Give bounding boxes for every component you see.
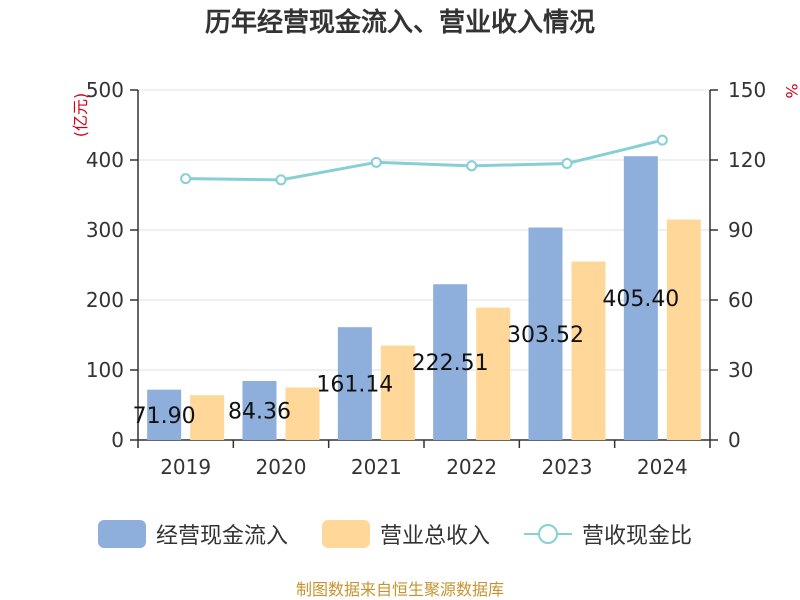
data-label-cash-inflow: 71.90 <box>133 404 196 429</box>
x-tick-label: 2022 <box>446 455 497 479</box>
point-ratio <box>180 173 192 185</box>
x-tick-label: 2020 <box>256 455 307 479</box>
y-axis-right-unit: % <box>782 83 800 98</box>
chart-legend: 经营现金流入 营业总收入 营收现金比 <box>0 514 800 554</box>
y-tick-label-left: 100 <box>86 358 124 382</box>
bar-revenue <box>571 261 606 440</box>
bar-revenue <box>380 345 415 440</box>
point-ratio <box>370 156 382 168</box>
legend-swatch-revenue <box>322 520 370 548</box>
legend-swatch-ratio <box>524 520 572 548</box>
y-tick-label-right: 30 <box>728 358 753 382</box>
data-label-cash-inflow: 161.14 <box>316 373 393 398</box>
x-tick-label: 2023 <box>542 455 593 479</box>
y-tick-label-left: 200 <box>86 288 124 312</box>
data-label-cash-inflow: 303.52 <box>507 323 584 348</box>
y-tick-label-right: 90 <box>728 218 753 242</box>
bar-cash-inflow <box>242 380 277 440</box>
y-tick-label-right: 150 <box>728 78 766 102</box>
bar-cash-inflow <box>433 284 468 440</box>
data-source-note: 制图数据来自恒生聚源数据库 <box>295 580 504 599</box>
data-label-cash-inflow: 222.51 <box>412 351 489 376</box>
legend-label-cash-inflow: 经营现金流入 <box>156 524 289 549</box>
bar-revenue <box>190 395 225 440</box>
chart-plot: 0 0 100 30 200 60 300 90 400 120 500 150 (亿元)% 2019 20… <box>71 78 800 479</box>
y-tick-label-left: 400 <box>86 148 124 172</box>
y-tick-label-right: 120 <box>728 148 766 172</box>
legend-swatch-cash-inflow <box>98 520 146 548</box>
point-ratio <box>656 134 668 146</box>
y-tick-label-left: 500 <box>86 78 124 102</box>
chart-title: 历年经营现金流入、营业收入情况 <box>204 8 595 38</box>
y-tick-label-right: 0 <box>728 428 741 452</box>
data-label-cash-inflow: 405.40 <box>602 287 679 312</box>
bar-revenue <box>666 219 701 440</box>
x-tick-label: 2021 <box>351 455 402 479</box>
line-ratio <box>185 138 663 182</box>
bar-cash-inflow <box>528 227 563 440</box>
bar-revenue <box>285 387 320 440</box>
point-ratio <box>275 174 287 186</box>
point-ratio <box>561 158 573 169</box>
y-tick-label-left: 0 <box>111 428 124 452</box>
x-tick-label: 2019 <box>160 455 211 479</box>
legend-item-revenue[interactable]: 营业总收入 <box>322 514 490 554</box>
data-label-cash-inflow: 84.36 <box>228 399 291 424</box>
x-tick-label: 2024 <box>637 455 688 479</box>
legend-label-ratio: 营收现金比 <box>582 524 693 549</box>
bar-revenue <box>476 307 511 440</box>
y-axis-left-unit: (亿元) <box>71 93 90 138</box>
bar-cash-inflow <box>337 327 372 440</box>
bar-cash-inflow <box>623 156 658 440</box>
legend-label-revenue: 营业总收入 <box>380 524 491 549</box>
legend-item-ratio[interactable]: 营收现金比 <box>524 514 692 554</box>
y-tick-label-right: 60 <box>728 288 753 312</box>
point-ratio <box>466 160 478 172</box>
bar-cash-inflow <box>147 389 182 440</box>
y-tick-label-left: 300 <box>86 218 124 242</box>
legend-item-cash-inflow[interactable]: 经营现金流入 <box>98 514 288 554</box>
